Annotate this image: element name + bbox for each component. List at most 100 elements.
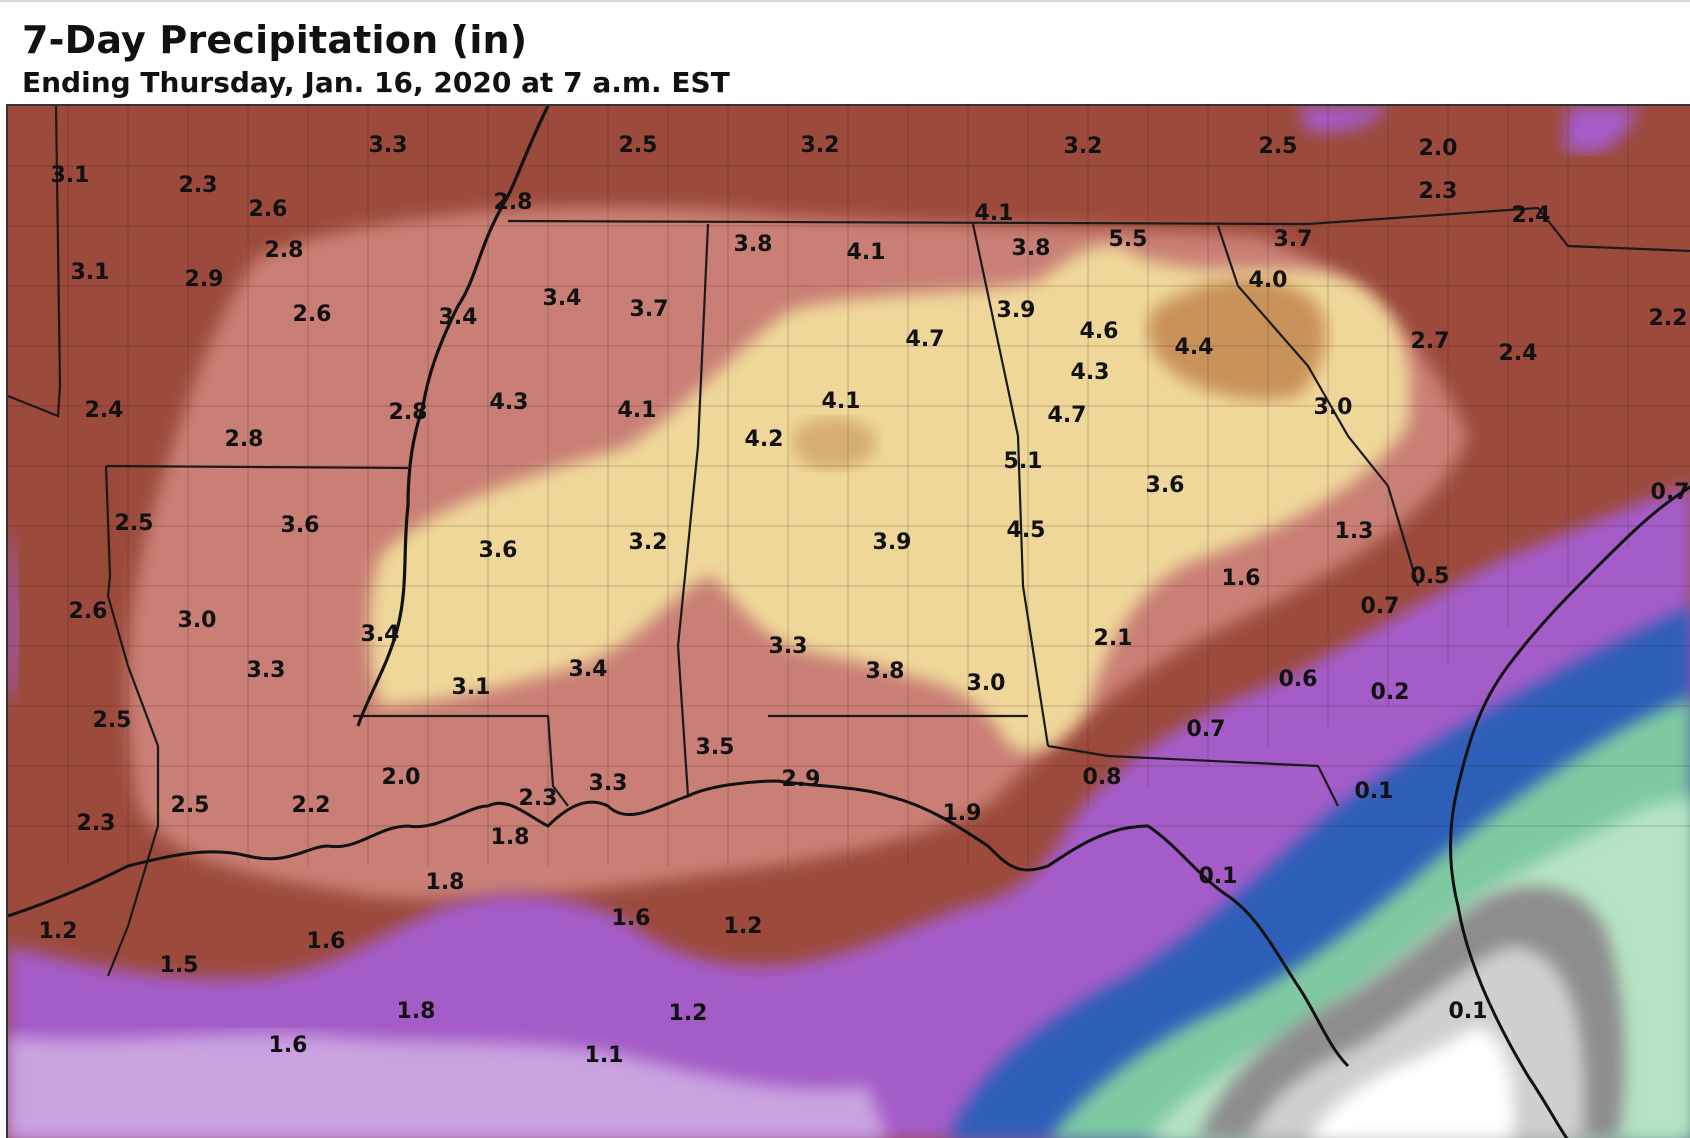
state-boundaries — [8, 106, 1690, 977]
precip-value-label: 2.2 — [291, 793, 331, 818]
map-subtitle: Ending Thursday, Jan. 16, 2020 at 7 a.m.… — [22, 66, 730, 99]
precip-value-label: 2.0 — [1418, 136, 1458, 161]
precip-value-label: 2.5 — [1258, 134, 1298, 159]
precip-value-label: 2.3 — [1418, 179, 1458, 204]
precip-value-label: 3.9 — [872, 530, 912, 555]
precip-value-label: 4.2 — [744, 427, 784, 452]
precip-value-label: 3.4 — [568, 657, 608, 682]
precip-value-label: 4.1 — [846, 240, 886, 265]
precip-value-label: 0.7 — [1360, 594, 1400, 619]
band-4-5in — [369, 244, 1411, 752]
precip-value-label: 2.8 — [264, 238, 304, 263]
precip-value-label: 2.8 — [388, 400, 428, 425]
precip-value-label: 3.1 — [70, 260, 110, 285]
precip-value-label: 3.8 — [865, 659, 905, 684]
precip-value-label: 3.0 — [177, 608, 217, 633]
precip-value-label: 3.9 — [996, 298, 1036, 323]
precip-value-label: 3.3 — [246, 658, 286, 683]
precip-value-label: 1.8 — [490, 825, 530, 850]
band-1-2in-west — [8, 526, 19, 706]
precip-value-label: 2.9 — [781, 767, 821, 792]
precip-value-label: 3.4 — [438, 305, 478, 330]
precip-value-label: 4.1 — [821, 389, 861, 414]
precip-value-label: 2.7 — [1410, 329, 1450, 354]
precip-value-label: 4.4 — [1174, 335, 1214, 360]
precip-value-label: 1.6 — [611, 906, 651, 931]
precip-value-label: 2.3 — [518, 786, 558, 811]
precip-value-label: 4.1 — [974, 201, 1014, 226]
precip-value-label: 2.3 — [178, 173, 218, 198]
precip-value-label: 3.2 — [628, 530, 668, 555]
precip-value-label: 3.8 — [733, 232, 773, 257]
precip-value-label: 3.2 — [1063, 134, 1103, 159]
gulf-coastline — [8, 779, 1350, 1068]
precip-value-label: 2.4 — [1498, 341, 1538, 366]
precip-value-label: 0.1 — [1354, 779, 1394, 804]
precip-value-label: 4.3 — [489, 390, 529, 415]
precip-value-label: 3.3 — [368, 133, 408, 158]
map-title: 7-Day Precipitation (in) — [22, 18, 528, 62]
mississippi-river — [356, 106, 550, 727]
precip-value-label: 1.2 — [723, 914, 763, 939]
band-1-2in-light — [8, 1033, 888, 1138]
atlantic-coastline — [1449, 485, 1690, 1138]
precip-value-label: 2.4 — [1511, 203, 1551, 228]
precip-value-label: 1.8 — [396, 999, 436, 1024]
precip-value-label: 2.3 — [76, 811, 116, 836]
top-border — [0, 0, 1690, 2]
precip-value-label: 4.1 — [617, 398, 657, 423]
precip-value-label: 2.0 — [381, 765, 421, 790]
precip-value-label: 4.7 — [905, 327, 945, 352]
precip-value-label: 3.0 — [966, 671, 1006, 696]
precip-value-label: 1.3 — [1334, 519, 1374, 544]
precip-value-label: 2.9 — [184, 267, 224, 292]
precip-value-label: 2.8 — [224, 427, 264, 452]
precip-value-label: 2.5 — [618, 133, 658, 158]
precip-value-label: 1.5 — [159, 953, 199, 978]
precip-value-label: 4.3 — [1070, 360, 1110, 385]
precip-value-label: 3.0 — [1313, 395, 1353, 420]
precip-value-label: 2.6 — [292, 302, 332, 327]
precip-value-label: 3.8 — [1011, 236, 1051, 261]
precip-value-label: 0.7 — [1650, 480, 1690, 505]
precip-value-label: 3.6 — [478, 538, 518, 563]
precip-value-label: 0.6 — [1278, 667, 1318, 692]
precip-value-label: 2.6 — [248, 197, 288, 222]
band-1-2in-north — [1298, 106, 1638, 154]
precip-value-label: 1.2 — [668, 1001, 708, 1026]
precip-value-label: 1.2 — [38, 919, 78, 944]
precip-value-label: 4.6 — [1079, 319, 1119, 344]
precip-value-label: 3.1 — [50, 163, 90, 188]
precip-value-label: 0.1 — [1448, 999, 1488, 1024]
county-grid — [8, 106, 1690, 866]
precip-value-label: 1.6 — [1221, 566, 1261, 591]
precip-value-label: 2.5 — [170, 793, 210, 818]
precip-value-label: 2.5 — [114, 511, 154, 536]
precip-value-label: 4.7 — [1047, 403, 1087, 428]
precipitation-map: 3.1 3.3 2.5 3.2 3.2 2.5 2.0 2.3 2.6 2.8 2.8 4.1 5.5 3… — [6, 104, 1690, 1138]
precip-value-label: 3.6 — [280, 513, 320, 538]
precip-value-label: 1.6 — [268, 1033, 308, 1058]
precip-value-label: 5.5 — [1108, 227, 1148, 252]
precip-value-label: 5.1 — [1003, 449, 1043, 474]
band-5in-plus-small — [792, 417, 878, 470]
precip-value-label: 1.6 — [306, 929, 346, 954]
precip-value-label: 3.3 — [588, 771, 628, 796]
precip-value-label: 3.3 — [768, 634, 808, 659]
precip-value-label: 3.7 — [1273, 227, 1313, 252]
precip-value-label: 0.2 — [1370, 680, 1410, 705]
precip-value-label: 3.2 — [800, 133, 840, 158]
precip-value-label: 2.4 — [84, 398, 124, 423]
band-none — [1309, 1026, 1515, 1138]
precip-value-label: 3.7 — [629, 297, 669, 322]
precip-value-label: 0.5 — [1410, 564, 1450, 589]
precip-value-label: 0.1 — [1198, 864, 1238, 889]
precipitation-map-graphic — [8, 106, 1690, 1138]
precip-value-label: 4.0 — [1248, 268, 1288, 293]
precip-value-label: 2.8 — [493, 190, 533, 215]
precip-value-label: 2.1 — [1093, 626, 1133, 651]
precip-value-label: 3.4 — [360, 622, 400, 647]
precip-value-label: 4.5 — [1006, 518, 1046, 543]
precip-value-label: 3.6 — [1145, 473, 1185, 498]
precip-value-label: 0.8 — [1082, 765, 1122, 790]
